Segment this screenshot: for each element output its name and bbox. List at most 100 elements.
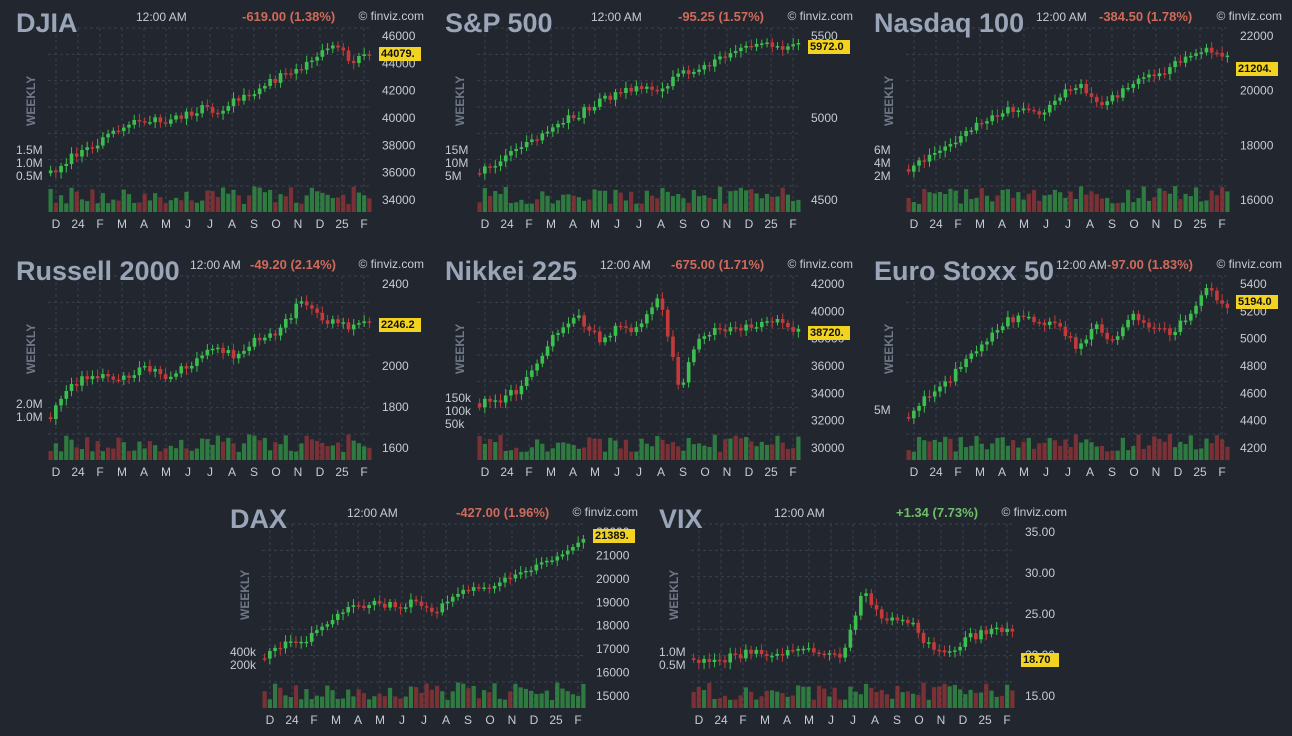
candle-body [315, 308, 319, 313]
candle-body [466, 589, 471, 592]
candle-body [577, 315, 581, 318]
candle-body [932, 391, 937, 397]
y-tick-label: 34000 [811, 386, 845, 400]
candle-body [791, 44, 795, 47]
volume-bar [518, 687, 523, 708]
x-tick-label: A [998, 465, 1006, 479]
timeframe-label: WEEKLY [453, 323, 467, 374]
candle-body [1042, 112, 1047, 115]
candle-body [346, 606, 351, 613]
volume-bar [503, 451, 508, 460]
candle-body [1010, 628, 1015, 632]
volume-bar [481, 690, 487, 708]
chart-panel-djia[interactable]: 46000 44000 42000 40000 38000 36000 34000 1.5M 1… [0, 0, 428, 240]
candle-body [273, 79, 278, 83]
x-tick-label: N [294, 465, 303, 479]
volume-bar [769, 690, 775, 708]
chart-title[interactable]: Nikkei 225 [445, 256, 578, 286]
volume-bar [796, 685, 801, 708]
candle-body [900, 619, 905, 622]
volume-bar [665, 191, 670, 212]
candle-body [1168, 67, 1172, 74]
candle-body [273, 647, 277, 652]
candle-body [932, 152, 937, 155]
volume-bar [1073, 434, 1078, 460]
volume-bar [943, 194, 948, 212]
volume-bar [770, 444, 775, 460]
volume-bar [560, 688, 565, 708]
candle-body [1094, 324, 1099, 330]
change-value: -95.25 (1.57%) [678, 9, 764, 24]
candle-body [456, 593, 460, 597]
y-tick-label: 42000 [382, 84, 416, 98]
x-tick-label: 24 [500, 217, 514, 231]
volume-bar [1011, 440, 1016, 460]
chart-panel-nasdaq100[interactable]: 22000 20000 18000 16000 6M 4M 2M D 24 F M A M J J A S O N D… [858, 0, 1286, 240]
chart-panel-russell2000[interactable]: 240022002000180016002.0M1.0MD24FMAMJJASO… [0, 248, 428, 488]
volume-bar [1125, 189, 1131, 212]
volume-bar [974, 436, 979, 460]
volume-bar [173, 448, 179, 460]
volume-bar [555, 442, 561, 460]
volume-bar [267, 450, 273, 460]
volume-bar [100, 451, 105, 460]
volume-bar [806, 686, 811, 708]
volume-bar [858, 694, 863, 708]
volume-bar [153, 193, 158, 212]
chart-title[interactable]: VIX [659, 504, 703, 534]
chart-title[interactable]: Russell 2000 [16, 256, 180, 286]
volume-bar [811, 699, 816, 708]
candle-body [471, 587, 476, 591]
volume-bar [608, 437, 613, 460]
volume-bar [1110, 450, 1115, 460]
volume-bar [498, 194, 503, 212]
volume-bar [791, 447, 796, 460]
y-tick-label: 16000 [596, 666, 630, 680]
volume-bar [361, 693, 367, 708]
candle-body [304, 61, 309, 70]
chart-title[interactable]: S&P 500 [445, 8, 553, 38]
x-tick-label: N [937, 713, 946, 727]
chart-title[interactable]: Nasdaq 100 [874, 8, 1025, 38]
candle-body [733, 653, 738, 655]
volume-bar [733, 699, 738, 708]
candle-body [210, 107, 215, 113]
volume-bar [565, 691, 570, 708]
volume-bar [1037, 200, 1042, 212]
chart-panel-dax[interactable]: 2200021000200001900018000170001600015000… [214, 496, 642, 736]
volume-tick-label: 1.5M [16, 143, 43, 157]
volume-bar [1105, 197, 1110, 212]
candle-body [770, 655, 774, 658]
candle-body [926, 642, 931, 644]
volume-bar [90, 189, 95, 212]
volume-bar [105, 447, 111, 460]
chart-time: 12:00 AM [136, 10, 187, 24]
candle-body [655, 89, 660, 92]
volume-bar [587, 199, 592, 212]
chart-panel-vix[interactable]: 35.0030.0025.0020.0015.001.0M0.5MD24FMAM… [643, 496, 1071, 736]
x-tick-label: F [1218, 217, 1225, 231]
chart-title[interactable]: Euro Stoxx 50 [874, 256, 1055, 286]
candle-body [1026, 316, 1031, 319]
candle-body [1047, 104, 1052, 113]
y-tick-label: 17000 [596, 642, 630, 656]
volume-bar [696, 443, 702, 460]
chart-panel-sp500[interactable]: 5500 5000 4500 15M 10M 5M D 24 F M A M J J A S O N D 25 F S&… [429, 0, 857, 240]
chart-panel-eurostoxx50[interactable]: 5400 5200 5000 4800 4600 4400 4200 5M D 24 F M A M J J A… [858, 248, 1286, 488]
y-tick-label: 46000 [382, 29, 416, 43]
candle-body [445, 601, 450, 604]
candle-body [832, 653, 837, 655]
candle-body [624, 87, 628, 94]
volume-bar [440, 691, 445, 708]
chart-title[interactable]: DJIA [16, 8, 78, 38]
candle-body [1016, 110, 1021, 112]
chart-title[interactable]: DAX [230, 504, 288, 534]
volume-bar [879, 690, 884, 708]
candle-body [336, 45, 340, 48]
volume-bar [958, 203, 963, 212]
candle-body [1110, 95, 1115, 102]
volume-bar [1131, 202, 1136, 212]
candle-body [754, 649, 759, 654]
chart-panel-nikkei225[interactable]: 42000400003800036000340003200030000150k1… [429, 248, 857, 488]
candle-body [278, 327, 283, 336]
